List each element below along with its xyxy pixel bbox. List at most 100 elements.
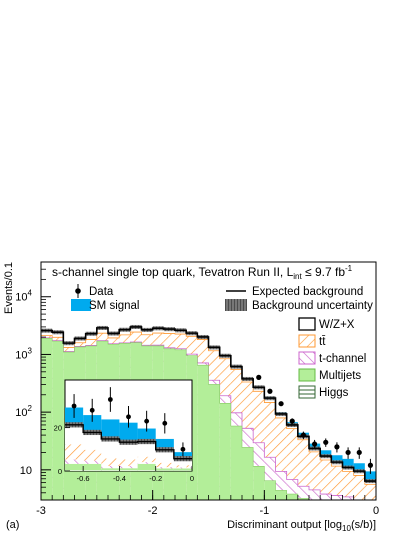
inset-stacked-histograms — [65, 407, 192, 471]
bar-multijets — [230, 426, 242, 500]
y-tick-label: 102 — [15, 404, 32, 419]
legend-label-signal: SM signal — [89, 300, 140, 312]
legend-item-data: Data — [75, 284, 114, 298]
legend-label-multijets: Multijets — [319, 370, 361, 382]
legend-label-tchannel: t-channel — [319, 353, 366, 365]
inset-bar-higgs — [65, 470, 84, 471]
bar-multijets — [208, 384, 220, 500]
inset-bar-tchannel — [101, 466, 120, 469]
data-point — [311, 441, 318, 447]
bar-ttbar — [320, 460, 332, 500]
inset-bar-tchannel — [119, 466, 138, 469]
inset-data-points — [71, 387, 186, 457]
x-tick-label: -1 — [259, 505, 269, 517]
data-point — [345, 449, 351, 456]
data-point — [267, 388, 273, 394]
bar-ttbar — [264, 402, 276, 500]
legend-label-wzx: W/Z+X — [319, 319, 355, 331]
legend-item-wzx: W/Z+X — [298, 317, 355, 331]
inset-bar-signal — [137, 428, 156, 442]
inset-x-tick-label: -0.4 — [113, 474, 126, 483]
inset-bar-tchannel — [83, 460, 102, 464]
legend-item-higgs: Higgs — [298, 385, 349, 399]
inset-bar-multijets — [101, 468, 120, 471]
bar-ttbar — [297, 439, 309, 500]
data-point — [300, 432, 307, 438]
signal-bar — [364, 471, 376, 482]
inset-bar-wzx — [173, 458, 192, 466]
inset-bar-tchannel — [137, 462, 156, 464]
inset-bar-wzx — [83, 432, 102, 450]
bar-multijets — [197, 365, 209, 500]
bar-tchannel — [297, 486, 309, 500]
inset-data-point — [162, 420, 168, 426]
inset-y-tick-label: 0 — [58, 467, 62, 476]
legend-label-uncertainty: Background uncertainty — [252, 300, 373, 312]
x-tick-label: -2 — [148, 505, 158, 517]
inset-bar-tchannel — [173, 467, 192, 469]
data-point — [256, 374, 262, 380]
inset-axes: -0.6 -0.4 -0.2 0 0 20 — [54, 424, 194, 483]
inset-bar-wzx — [101, 438, 120, 459]
y-tick-label: 104 — [15, 289, 32, 304]
bar-ttbar — [275, 417, 287, 500]
bar-tchannel — [331, 495, 343, 500]
legend-item-ttbar: tt̄ — [298, 334, 326, 348]
inset-bar-wzx — [119, 442, 138, 460]
bar-tchannel — [342, 496, 354, 500]
inset-bar-signal — [155, 438, 174, 450]
inset-bar-wzx — [155, 449, 174, 463]
inset-data-point — [180, 446, 186, 452]
inset-bar-higgs — [101, 470, 120, 471]
inset-bar-signal — [101, 419, 120, 439]
inset-bar-signal — [83, 415, 102, 433]
signal-bar — [331, 455, 343, 463]
inset-expected-line — [65, 424, 192, 460]
bar-multijets — [253, 466, 265, 500]
inset-x-tick-label: -0.6 — [77, 474, 90, 483]
legend-item-signal: SM signal — [71, 299, 140, 312]
legend-item-uncertainty: Background uncertainty — [225, 299, 373, 312]
bar-tchannel — [264, 457, 276, 500]
data-point — [367, 462, 374, 468]
bar-ttbar — [309, 451, 321, 500]
inset-bar-ttbar — [173, 465, 192, 468]
legend-item-expected: Expected background — [226, 286, 363, 298]
bar-multijets — [52, 341, 64, 500]
inset-bar-ttbar — [137, 456, 156, 463]
inset-data-point — [144, 418, 150, 424]
inset-bar-multijets — [65, 463, 84, 471]
bar-tchannel — [320, 494, 332, 500]
inset-plot: -0.6 -0.4 -0.2 0 0 20 — [54, 379, 194, 483]
inset-data-point — [89, 407, 95, 413]
legend-label-higgs: Higgs — [319, 387, 349, 399]
data-points — [256, 374, 374, 474]
data-point — [356, 449, 362, 456]
legend-item-tchannel: t-channel — [298, 351, 366, 365]
legend-label-expected: Expected background — [252, 286, 363, 298]
y-tick-label: 10 — [20, 465, 32, 477]
bar-ttbar — [364, 484, 376, 500]
inset-bar-multijets — [119, 468, 138, 471]
bar-multijets — [297, 498, 309, 500]
inset-bar-wzx — [65, 424, 84, 445]
bar-tchannel — [275, 471, 287, 500]
expected-background-line — [41, 326, 376, 482]
x-axis-title: Discriminant output [log10(s/b)] — [227, 519, 376, 533]
inset-y-tick-label: 20 — [54, 424, 62, 433]
bar-tchannel — [309, 489, 321, 500]
x-tick-label: -3 — [36, 505, 46, 517]
inset-bar-higgs — [137, 470, 156, 471]
main-axes: -3 -2 -1 0 10 102 103 104 — [15, 261, 379, 517]
data-point — [289, 418, 295, 424]
inset-bar-multijets — [137, 463, 156, 471]
inset-bar-signal — [119, 422, 138, 443]
inset-bar-multijets — [83, 463, 102, 471]
inset-bar-ttbar — [155, 462, 174, 468]
bar-ttbar — [331, 466, 343, 500]
data-point — [323, 439, 329, 445]
inset-bar-ttbar — [65, 444, 84, 460]
inset-bar-tchannel — [65, 459, 84, 464]
inset-bar-higgs — [83, 470, 102, 471]
